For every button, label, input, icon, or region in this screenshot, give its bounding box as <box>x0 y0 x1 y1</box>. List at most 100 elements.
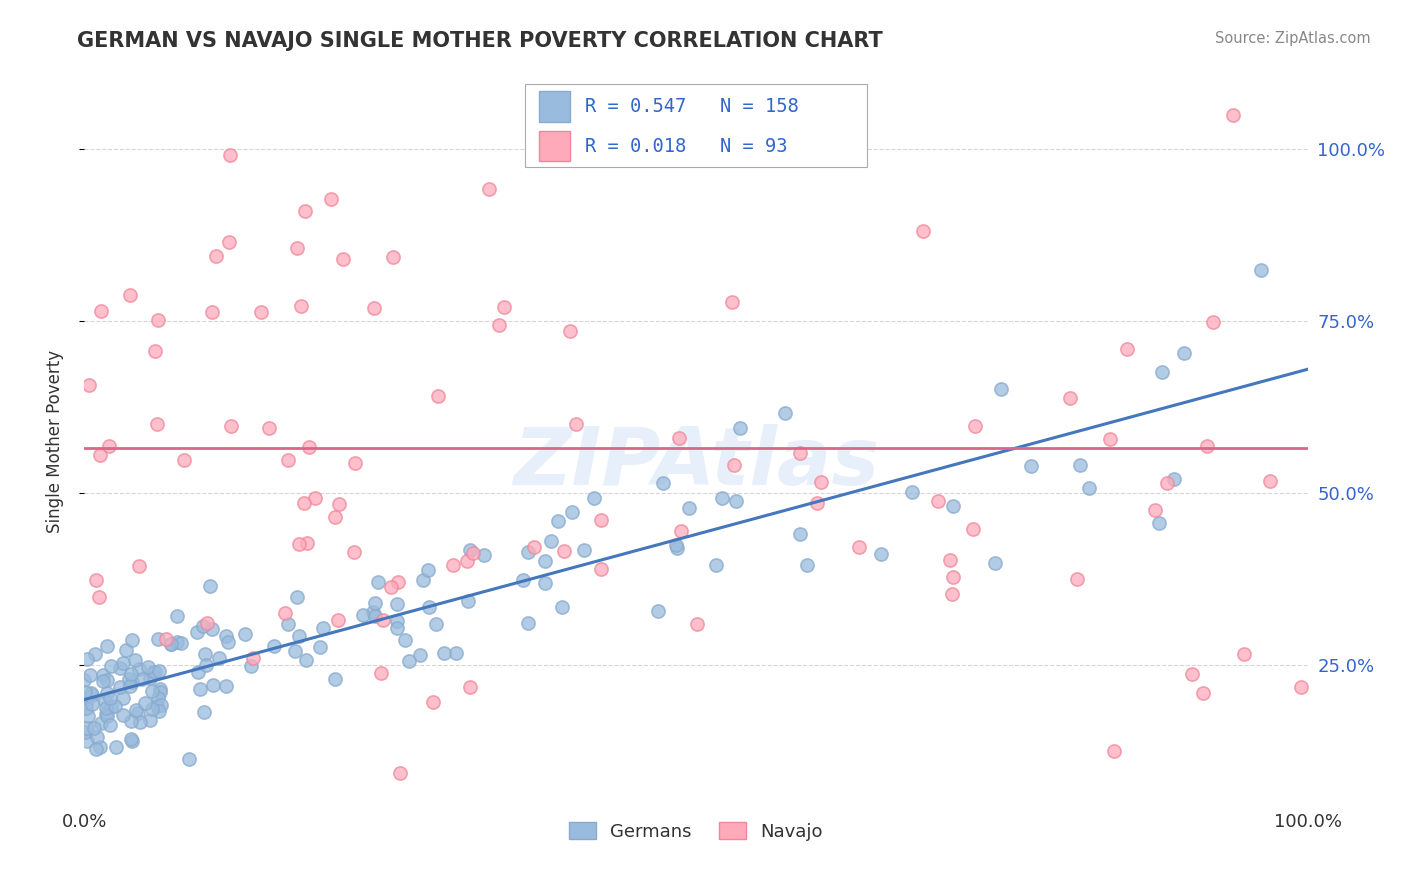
Point <box>441 558 464 572</box>
Point <box>217 635 239 649</box>
Point <box>564 417 586 431</box>
Point <box>155 632 177 647</box>
Point <box>150 698 173 713</box>
Point <box>89 590 111 604</box>
Point <box>422 695 444 709</box>
Point <box>77 378 100 392</box>
Point <box>96 708 118 723</box>
Point <box>927 494 949 508</box>
Point <box>457 594 479 608</box>
Point <box>250 304 273 318</box>
Point <box>388 765 411 780</box>
Point <box>332 252 354 266</box>
Point <box>364 608 387 623</box>
Point <box>583 491 606 506</box>
Point <box>352 607 374 622</box>
Text: Source: ZipAtlas.com: Source: ZipAtlas.com <box>1215 31 1371 46</box>
Point <box>198 579 221 593</box>
Point <box>108 661 131 675</box>
Point <box>91 668 114 682</box>
Point <box>112 707 135 722</box>
Point <box>478 182 501 196</box>
Point <box>96 639 118 653</box>
FancyBboxPatch shape <box>524 84 868 167</box>
Point <box>142 665 165 679</box>
Point <box>363 301 385 316</box>
Point <box>263 639 285 653</box>
Point <box>124 652 146 666</box>
Point <box>941 587 963 601</box>
FancyBboxPatch shape <box>540 92 569 122</box>
Point <box>118 672 141 686</box>
Point <box>84 573 107 587</box>
Point <box>83 721 105 735</box>
Point <box>73 725 96 739</box>
Point <box>120 714 142 729</box>
Point <box>540 534 562 549</box>
Point <box>730 421 752 435</box>
Point <box>720 295 742 310</box>
Point <box>201 305 224 319</box>
Point <box>534 554 557 568</box>
Point <box>724 493 747 508</box>
Point <box>1195 439 1218 453</box>
Point <box>912 224 935 238</box>
Point <box>304 491 326 505</box>
Point <box>647 604 669 618</box>
Point <box>75 696 97 710</box>
Point <box>201 678 224 692</box>
Point <box>1250 263 1272 277</box>
Point <box>367 575 389 590</box>
Point <box>257 421 280 435</box>
Point <box>218 148 240 162</box>
Point <box>145 665 167 679</box>
Point <box>534 576 557 591</box>
Point <box>666 541 689 555</box>
Point <box>412 573 434 587</box>
Point <box>288 536 311 550</box>
Point <box>380 580 402 594</box>
Point <box>127 706 149 720</box>
Point <box>446 646 468 660</box>
Point <box>370 665 392 680</box>
Point <box>273 606 295 620</box>
Point <box>962 522 984 536</box>
Point <box>219 418 242 433</box>
Point <box>277 452 299 467</box>
Text: R = 0.018   N = 93: R = 0.018 N = 93 <box>585 136 787 155</box>
Point <box>82 698 104 712</box>
Point <box>148 664 170 678</box>
Point <box>239 658 262 673</box>
Point <box>461 546 484 560</box>
Point <box>298 440 321 454</box>
Point <box>128 558 150 573</box>
Point <box>295 652 318 666</box>
Point <box>458 680 481 694</box>
Point <box>848 541 870 555</box>
Point <box>97 439 120 453</box>
Point <box>516 545 538 559</box>
Point <box>796 558 818 573</box>
Point <box>96 673 118 687</box>
Point <box>112 690 135 705</box>
Point <box>141 702 163 716</box>
Point <box>208 650 231 665</box>
Point <box>288 629 311 643</box>
Point <box>84 741 107 756</box>
Point <box>242 650 264 665</box>
Point <box>146 691 169 706</box>
Point <box>166 635 188 649</box>
Point <box>1059 392 1081 406</box>
Point <box>204 249 226 263</box>
Point <box>984 556 1007 570</box>
Point <box>678 501 700 516</box>
Point <box>118 679 141 693</box>
Point <box>104 739 127 754</box>
Point <box>143 343 166 358</box>
Point <box>385 621 408 635</box>
Point <box>591 513 613 527</box>
Point <box>547 514 569 528</box>
Point <box>76 652 98 666</box>
Point <box>292 495 315 509</box>
Point <box>326 613 349 627</box>
